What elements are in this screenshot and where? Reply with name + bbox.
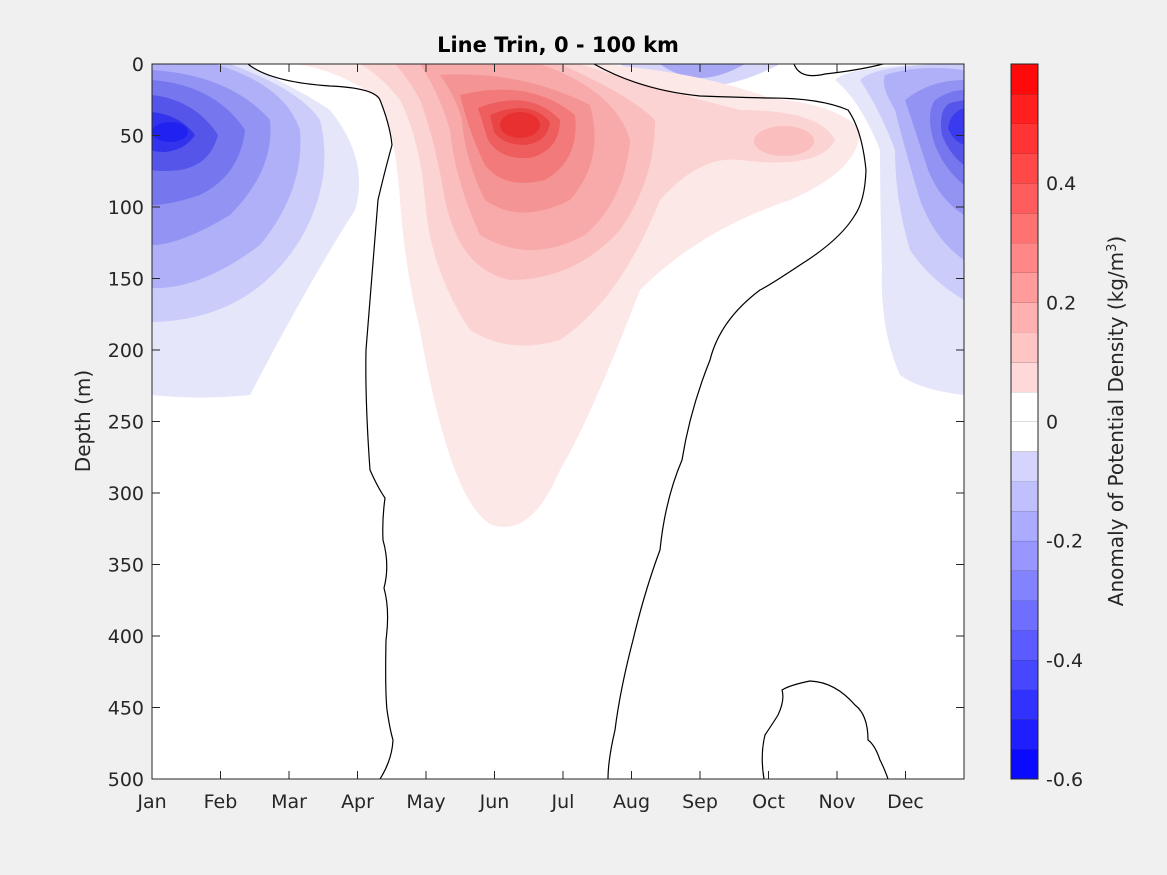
colorbar-frame xyxy=(1010,63,1039,780)
x-tick-label: Aug xyxy=(613,791,650,813)
colorbar-ticks: -0.6 -0.4 -0.2 0 0.2 0.4 xyxy=(1046,173,1083,791)
y-tick-label: 0 xyxy=(132,54,144,76)
y-axis: 0 50 100 150 200 250 300 350 400 450 500 xyxy=(108,54,964,791)
colorbar-cell xyxy=(1011,570,1038,601)
contour-fill xyxy=(152,64,964,779)
x-tick-label: Oct xyxy=(752,791,785,813)
colorbar-cell xyxy=(1011,93,1038,124)
zero-contour-deep xyxy=(761,680,889,779)
colorbar-cell xyxy=(1011,391,1038,422)
colorbar-cell xyxy=(1011,510,1038,541)
colorbar-cell xyxy=(1011,302,1038,333)
x-tick-label: Sep xyxy=(682,791,718,813)
colorbar-cell xyxy=(1011,481,1038,512)
colorbar-cell xyxy=(1011,630,1038,661)
x-tick-label: Nov xyxy=(818,791,855,813)
pos-contour-jun-9 xyxy=(500,112,540,138)
x-tick-label: Mar xyxy=(271,791,307,813)
colorbar-cells xyxy=(1011,63,1038,780)
colorbar-cell xyxy=(1011,451,1038,482)
colorbar-tick-label: -0.2 xyxy=(1046,531,1083,553)
colorbar-cell xyxy=(1011,749,1038,780)
colorbar-tick-label: -0.4 xyxy=(1046,650,1083,672)
colorbar-cell xyxy=(1011,540,1038,571)
colorbar: -0.6 -0.4 -0.2 0 0.2 0.4 Anomaly of Potential… xyxy=(1010,63,1128,791)
x-tick-label: May xyxy=(406,791,445,813)
colorbar-cell xyxy=(1011,421,1038,452)
colorbar-cell xyxy=(1011,242,1038,273)
colorbar-tick-label: -0.6 xyxy=(1046,769,1083,791)
y-tick-label: 150 xyxy=(108,269,144,291)
x-axis: Jan Feb Mar Apr May Jun Jul Aug Sep Oct Nov Dec xyxy=(136,64,924,813)
colorbar-label-end: ) xyxy=(1104,236,1128,244)
colorbar-cell xyxy=(1011,689,1038,720)
colorbar-cell xyxy=(1011,361,1038,393)
colorbar-cell xyxy=(1011,183,1038,214)
colorbar-cell xyxy=(1011,332,1038,363)
colorbar-cell xyxy=(1011,123,1038,154)
colorbar-cell xyxy=(1011,153,1038,184)
x-tick-label: Jun xyxy=(479,791,510,813)
x-tick-label: Apr xyxy=(341,791,374,813)
x-tick-label: Feb xyxy=(204,791,238,813)
colorbar-cell xyxy=(1011,600,1038,631)
y-tick-label: 100 xyxy=(108,197,144,219)
y-tick-label: 250 xyxy=(108,412,144,434)
y-tick-label: 200 xyxy=(108,340,144,362)
zero-contour-apr xyxy=(247,64,394,779)
x-tick-label: Jul xyxy=(551,791,575,813)
y-tick-label: 300 xyxy=(108,483,144,505)
y-tick-label: 450 xyxy=(108,698,144,720)
zero-contour-aug xyxy=(593,64,867,779)
neg-contour-jan-8 xyxy=(152,122,188,142)
colorbar-label-sup: 3 xyxy=(1105,244,1120,252)
y-tick-label: 50 xyxy=(120,126,144,148)
chart-title: Line Trin, 0 - 100 km xyxy=(437,33,679,57)
y-axis-label: Depth (m) xyxy=(71,370,95,472)
colorbar-label-main: Anomaly of Potential Density (kg/m xyxy=(1104,252,1128,606)
x-tick-label: Jan xyxy=(136,791,166,813)
zero-contours xyxy=(247,64,889,779)
colorbar-cell xyxy=(1011,719,1038,750)
x-tick-label: Dec xyxy=(887,791,924,813)
colorbar-tick-label: 0 xyxy=(1046,412,1058,434)
colorbar-cell xyxy=(1011,64,1038,95)
colorbar-tick-label: 0.4 xyxy=(1046,173,1076,195)
colorbar-cell xyxy=(1011,272,1038,303)
y-tick-label: 350 xyxy=(108,555,144,577)
colorbar-tick-label: 0.2 xyxy=(1046,292,1076,314)
colorbar-cell xyxy=(1011,212,1038,244)
y-tick-label: 400 xyxy=(108,626,144,648)
colorbar-label: Anomaly of Potential Density (kg/m3) xyxy=(1104,236,1128,606)
colorbar-cell xyxy=(1011,659,1038,690)
pos-contour-oct xyxy=(754,126,814,156)
zero-contour-nov xyxy=(793,64,884,77)
y-tick-label: 500 xyxy=(108,769,144,791)
